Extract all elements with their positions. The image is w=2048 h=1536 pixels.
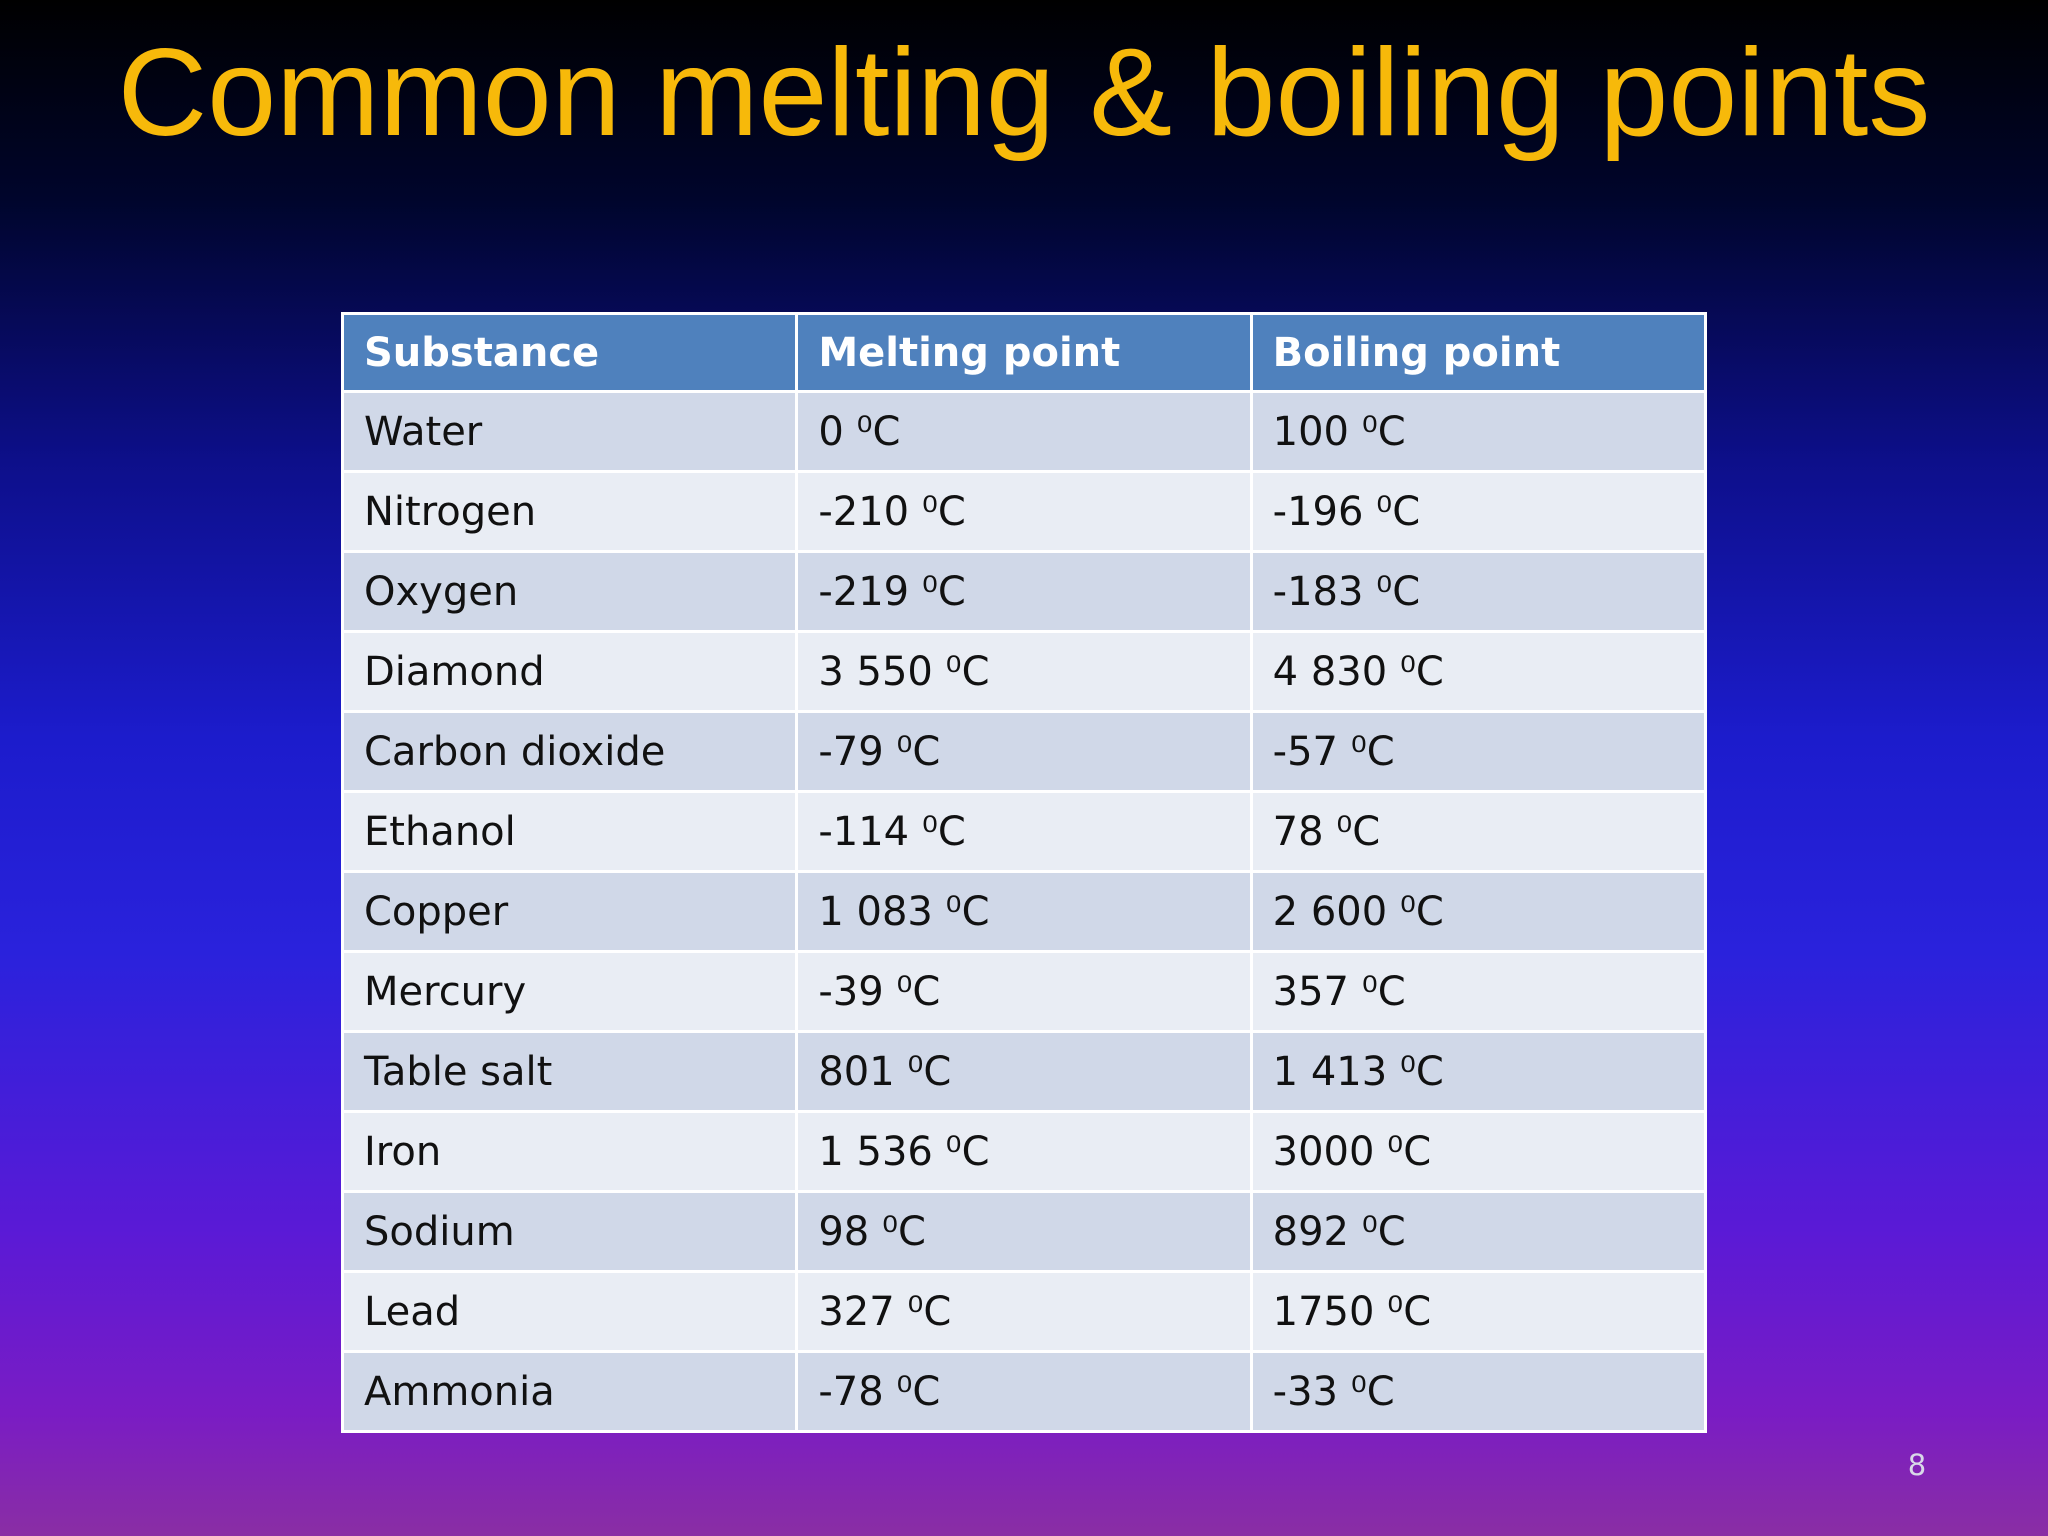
header-row: Substance Melting point Boiling point <box>340 312 1708 393</box>
table-row: Mercury -39 ⁰C 357 ⁰C <box>340 950 1708 1033</box>
data-table: Substance Melting point Boiling point Wate… <box>340 312 1708 1433</box>
table-cell: 892 ⁰C <box>1249 1190 1708 1273</box>
table-cell: 4 830 ⁰C <box>1249 630 1708 713</box>
table-row: Water 0 ⁰C 100 ⁰C <box>340 390 1708 473</box>
table-cell: -114 ⁰C <box>795 790 1253 873</box>
table-row: Nitrogen -210 ⁰C -196 ⁰C <box>340 470 1708 553</box>
table-cell: 78 ⁰C <box>1249 790 1708 873</box>
table-cell: 3000 ⁰C <box>1249 1110 1708 1193</box>
table-row: Copper 1 083 ⁰C 2 600 ⁰C <box>340 870 1708 953</box>
table-cell: Mercury <box>340 950 799 1033</box>
table-cell: 0 ⁰C <box>795 390 1253 473</box>
table-cell: -183 ⁰C <box>1249 550 1708 633</box>
table-cell: -196 ⁰C <box>1249 470 1708 553</box>
table-cell: Ammonia <box>340 1350 799 1433</box>
table-cell: 1 083 ⁰C <box>795 870 1253 953</box>
table-cell: 100 ⁰C <box>1249 390 1708 473</box>
page-number: 8 <box>1907 1448 1927 1482</box>
table-cell: Iron <box>340 1110 799 1193</box>
table-row: Ethanol -114 ⁰C 78 ⁰C <box>340 790 1708 873</box>
table-cell: 3 550 ⁰C <box>795 630 1253 713</box>
header-cell: Substance <box>340 312 799 393</box>
table-cell: 327 ⁰C <box>795 1270 1253 1353</box>
table-cell: 801 ⁰C <box>795 1030 1253 1113</box>
table-row: Lead 327 ⁰C 1750 ⁰C <box>340 1270 1708 1353</box>
table-row: Iron 1 536 ⁰C 3000 ⁰C <box>340 1110 1708 1193</box>
table-cell: Carbon dioxide <box>340 710 799 793</box>
table-cell: -210 ⁰C <box>795 470 1253 553</box>
table-cell: Table salt <box>340 1030 799 1113</box>
table-cell: Water <box>340 390 799 473</box>
table-cell: -78 ⁰C <box>795 1350 1253 1433</box>
header-cell: Melting point <box>795 312 1253 393</box>
table-cell: Copper <box>340 870 799 953</box>
table-row: Oxygen -219 ⁰C -183 ⁰C <box>340 550 1708 633</box>
table-cell: -79 ⁰C <box>795 710 1253 793</box>
slide-title: Common melting & boiling points <box>117 24 1931 162</box>
table-cell: -33 ⁰C <box>1249 1350 1708 1433</box>
table-cell: -219 ⁰C <box>795 550 1253 633</box>
table-cell: Oxygen <box>340 550 799 633</box>
table-cell: 1 536 ⁰C <box>795 1110 1253 1193</box>
table-cell: 98 ⁰C <box>795 1190 1253 1273</box>
table-row: Ammonia -78 ⁰C -33 ⁰C <box>340 1350 1708 1433</box>
table-row: Sodium 98 ⁰C 892 ⁰C <box>340 1190 1708 1273</box>
table-cell: 2 600 ⁰C <box>1249 870 1708 953</box>
table-cell: 1 413 ⁰C <box>1249 1030 1708 1113</box>
table-body: Water 0 ⁰C 100 ⁰C Nitrogen -210 ⁰C -196 ⁰C Oxy… <box>340 390 1708 1433</box>
table-cell: -39 ⁰C <box>795 950 1253 1033</box>
table-cell: 1750 ⁰C <box>1249 1270 1708 1353</box>
table-cell: Lead <box>340 1270 799 1353</box>
table-cell: -57 ⁰C <box>1249 710 1708 793</box>
table-row: Table salt 801 ⁰C 1 413 ⁰C <box>340 1030 1708 1113</box>
table-row: Diamond 3 550 ⁰C 4 830 ⁰C <box>340 630 1708 713</box>
table-cell: Ethanol <box>340 790 799 873</box>
table-cell: Diamond <box>340 630 799 713</box>
table-cell: 357 ⁰C <box>1249 950 1708 1033</box>
table-row: Carbon dioxide -79 ⁰C -57 ⁰C <box>340 710 1708 793</box>
table-cell: Nitrogen <box>340 470 799 553</box>
table-cell: Sodium <box>340 1190 799 1273</box>
header-cell: Boiling point <box>1249 312 1708 393</box>
